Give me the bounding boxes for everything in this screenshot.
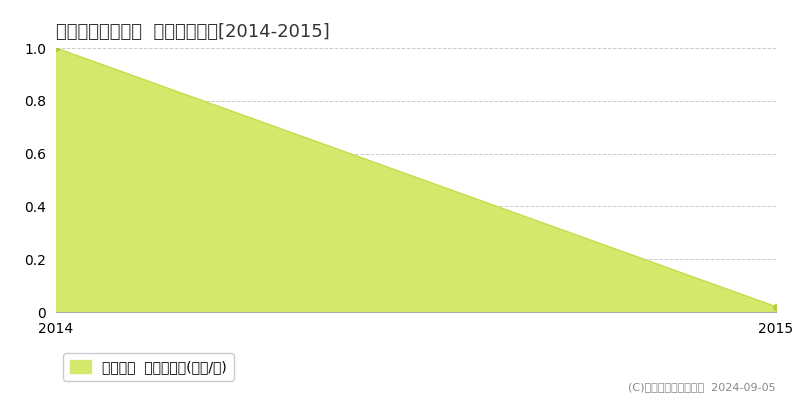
Legend: 土地価格  平均坪単価(万円/坪): 土地価格 平均坪単価(万円/坪)	[63, 353, 234, 381]
Text: 豊能郡能勢町稲地  土地価格推移[2014-2015]: 豊能郡能勢町稲地 土地価格推移[2014-2015]	[56, 23, 330, 41]
Text: (C)土地価格ドットコム  2024-09-05: (C)土地価格ドットコム 2024-09-05	[628, 382, 776, 392]
